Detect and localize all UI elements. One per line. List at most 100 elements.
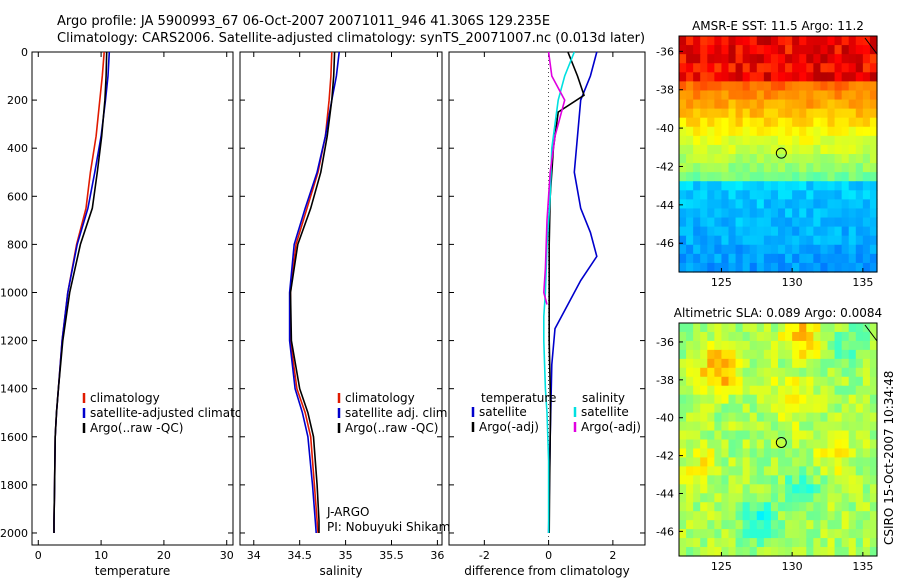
heatmap-cell bbox=[869, 262, 878, 273]
heatmap-cell bbox=[749, 190, 758, 200]
map-frame bbox=[678, 35, 878, 273]
legend-label: climatology bbox=[345, 391, 415, 405]
heatmap-cell bbox=[813, 493, 822, 503]
heatmap-cell bbox=[707, 358, 715, 369]
heatmap-cell bbox=[869, 172, 878, 182]
y-tick-label: -40 bbox=[656, 122, 674, 135]
heatmap-cell bbox=[721, 235, 730, 246]
heatmap-cell bbox=[806, 538, 814, 548]
heatmap-cell bbox=[728, 190, 737, 200]
heatmap-cell bbox=[756, 430, 765, 441]
heatmap-cell bbox=[714, 385, 723, 396]
heatmap-cell bbox=[841, 226, 850, 237]
heatmap-cell bbox=[834, 63, 843, 73]
heatmap-cell bbox=[728, 126, 737, 137]
heatmap-cell bbox=[679, 493, 687, 503]
heatmap-cell bbox=[756, 226, 765, 237]
heatmap-cell bbox=[834, 529, 843, 539]
heatmap-cell bbox=[855, 208, 864, 219]
heatmap-cell bbox=[841, 99, 850, 110]
heatmap-cell bbox=[827, 154, 836, 164]
heatmap-cell bbox=[848, 520, 857, 530]
heatmap-cell bbox=[679, 45, 687, 55]
heatmap-cell bbox=[770, 376, 779, 387]
heatmap-cell bbox=[728, 367, 737, 378]
heatmap-cell bbox=[770, 199, 779, 210]
heatmap-cell bbox=[792, 81, 800, 92]
heatmap-cell bbox=[820, 529, 829, 539]
heatmap-cell bbox=[679, 262, 687, 273]
heatmap-cell bbox=[749, 385, 758, 396]
heatmap-cell bbox=[799, 466, 807, 476]
heatmap-cell bbox=[827, 226, 836, 237]
heatmap-cell bbox=[721, 244, 730, 255]
heatmap-cell bbox=[714, 117, 723, 128]
heatmap-cell bbox=[827, 63, 836, 73]
heatmap-cell bbox=[756, 421, 765, 432]
heatmap-cell bbox=[728, 439, 737, 450]
heatmap-cell bbox=[707, 126, 715, 137]
heatmap-cell bbox=[714, 403, 723, 414]
heatmap-cell bbox=[756, 493, 765, 503]
heatmap-cell bbox=[714, 475, 723, 485]
heatmap-cell bbox=[785, 226, 793, 237]
heatmap-cell bbox=[820, 144, 829, 155]
heatmap-cell bbox=[778, 358, 786, 369]
heatmap-cell bbox=[693, 502, 701, 512]
heatmap-cell bbox=[693, 190, 701, 200]
heatmap-cell bbox=[848, 430, 857, 441]
heatmap-cell bbox=[813, 117, 822, 128]
heatmap-cell bbox=[721, 457, 730, 467]
heatmap-cell bbox=[848, 412, 857, 423]
heatmap-cell bbox=[707, 385, 715, 396]
heatmap-cell bbox=[770, 108, 779, 119]
heatmap-cell bbox=[707, 63, 715, 73]
heatmap-cell bbox=[848, 36, 857, 46]
heatmap-cell bbox=[686, 529, 694, 539]
heatmap-cell bbox=[827, 135, 836, 146]
heatmap-cell bbox=[707, 475, 715, 485]
series-line bbox=[547, 51, 598, 534]
heatmap-cell bbox=[813, 376, 822, 387]
heatmap-cell bbox=[841, 144, 850, 155]
heatmap-cell bbox=[728, 226, 737, 237]
heatmap-cell bbox=[770, 45, 779, 55]
heatmap-cell bbox=[848, 439, 857, 450]
heatmap-cell bbox=[778, 63, 786, 73]
heatmap-cell bbox=[855, 90, 864, 101]
heatmap-cell bbox=[749, 466, 758, 476]
heatmap-cell bbox=[834, 430, 843, 441]
heatmap-cell bbox=[756, 502, 765, 512]
heatmap-cell bbox=[848, 493, 857, 503]
heatmap-cell bbox=[707, 430, 715, 441]
heatmap-cell bbox=[778, 331, 786, 342]
heatmap-cell bbox=[679, 403, 687, 414]
heatmap-cell bbox=[679, 172, 687, 182]
heatmap-cell bbox=[735, 144, 744, 155]
heatmap-cell bbox=[700, 430, 708, 441]
heatmap-cell bbox=[763, 45, 772, 55]
heatmap-cell bbox=[707, 367, 715, 378]
heatmap-cell bbox=[756, 367, 765, 378]
y-tick-label: -40 bbox=[656, 412, 674, 425]
heatmap-cell bbox=[820, 45, 829, 55]
heatmap-cell bbox=[763, 376, 772, 387]
heatmap-cell bbox=[679, 484, 687, 494]
argo-location-marker bbox=[775, 147, 787, 159]
heatmap-cell bbox=[785, 190, 793, 200]
heatmap-cell bbox=[721, 63, 730, 73]
heatmap-cell bbox=[756, 475, 765, 485]
heatmap-cell bbox=[799, 439, 807, 450]
heatmap-cell bbox=[679, 235, 687, 246]
heatmap-cell bbox=[820, 403, 829, 414]
heatmap-cell bbox=[735, 63, 744, 73]
heatmap-cell bbox=[693, 367, 701, 378]
heatmap-cell bbox=[707, 403, 715, 414]
heatmap-cell bbox=[742, 367, 751, 378]
heatmap-cell bbox=[756, 439, 765, 450]
heatmap-cell bbox=[820, 376, 829, 387]
heatmap-cell bbox=[756, 511, 765, 521]
heatmap-cell bbox=[778, 199, 786, 210]
heatmap-cell bbox=[735, 502, 744, 512]
